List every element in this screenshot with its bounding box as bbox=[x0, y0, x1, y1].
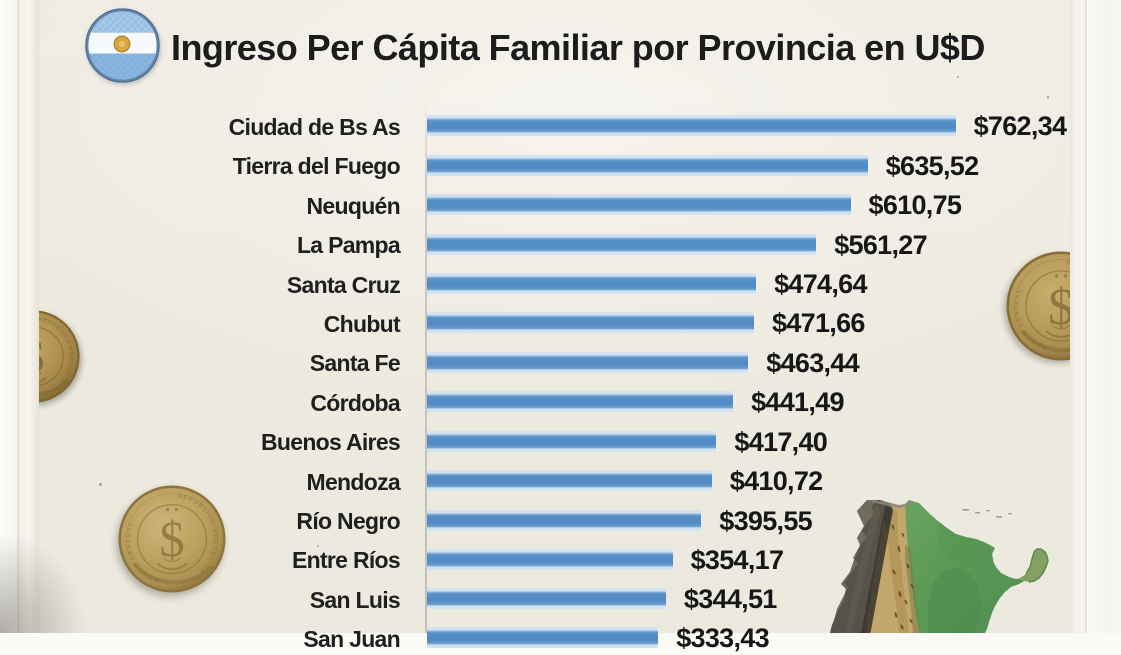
svg-text:$: $ bbox=[159, 513, 185, 569]
svg-text:$: $ bbox=[1048, 279, 1074, 336]
